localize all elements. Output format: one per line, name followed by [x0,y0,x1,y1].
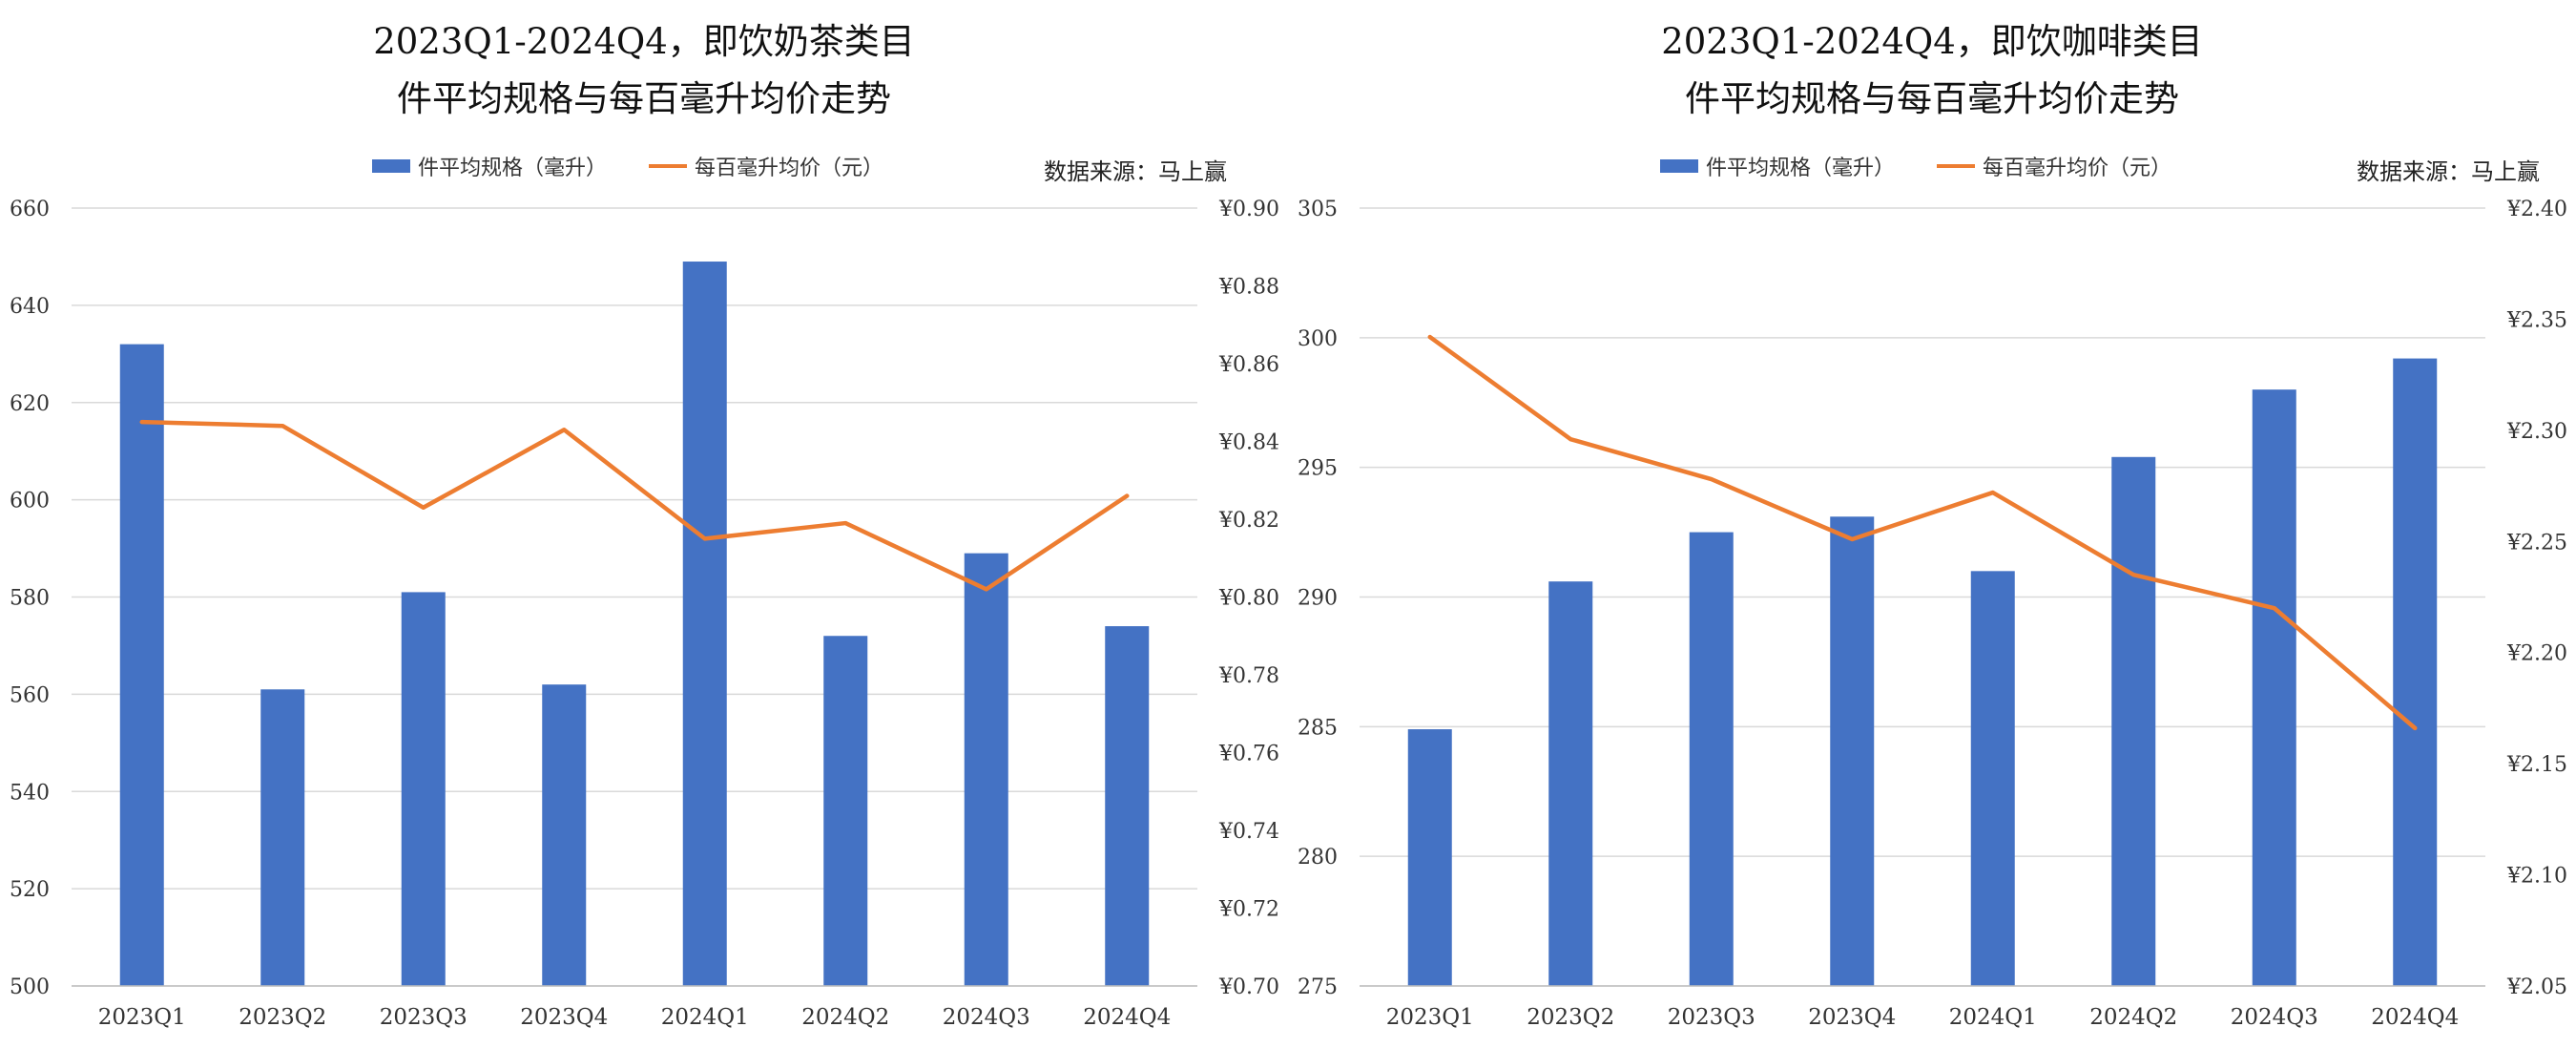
bar [2111,456,2156,986]
bar [542,684,587,986]
x-tick-label: 2023Q4 [520,1005,608,1030]
x-tick-label: 2024Q1 [661,1005,749,1030]
x-tick-label: 2023Q3 [1668,1005,1755,1030]
y2-tick-label: ¥2.20 [2506,642,2567,666]
y-tick-label: 560 [10,683,50,707]
legend-item-bar: 件平均规格（毫升） [372,151,607,181]
bar [823,636,868,986]
x-tick-label: 2024Q4 [1083,1005,1171,1030]
legend-label-bar: 件平均规格（毫升） [1706,157,1896,180]
chart-title-line1: 2023Q1-2024Q4，即饮咖啡类目 [1661,21,2203,62]
x-tick-label: 2024Q2 [801,1005,889,1030]
legend-item-line: 每百毫升均价（元） [1937,151,2171,181]
y-tick-label: 520 [10,878,50,902]
bar [1548,581,1593,986]
legend-label-bar: 件平均规格（毫升） [418,157,608,180]
x-tick-label: 2024Q2 [2089,1005,2177,1030]
series-line [139,419,1130,592]
x-tick-label: 2023Q2 [1527,1005,1614,1030]
y-tick-label: 580 [10,587,50,611]
x-tick-label: 2024Q3 [943,1005,1030,1030]
y-tick-label: 295 [1298,457,1338,481]
bar [1407,729,1452,986]
bar [1689,532,1734,986]
legend-label-line: 每百毫升均价（元） [1983,157,2172,180]
legend: 件平均规格（毫升） 每百毫升均价（元） [1660,151,2213,181]
y2-tick-label: ¥2.15 [2506,753,2567,777]
x-tick-label: 2023Q1 [1386,1005,1474,1030]
y-tick-label: 305 [1298,198,1338,221]
y2-tick-label: ¥2.05 [2506,975,2567,999]
y-tick-label: 540 [10,781,50,805]
bar [964,553,1008,986]
data-source: 数据来源：马上赢 [1044,158,1227,185]
y2-tick-label: ¥2.35 [2506,308,2567,332]
bar [401,592,446,986]
y-tick-label: 280 [1298,846,1338,870]
y2-tick-label: ¥0.88 [1218,276,1279,300]
legend-swatch-line [1937,164,1976,168]
chart-title-line2: 件平均规格与每百毫升均价走势 [1685,78,2179,119]
y-tick-label: 660 [10,198,50,221]
chart-plot-coffee: 275 280 285 290 295 300 305 ¥2.05 ¥2.10 ¥2.15 ¥2.2… [1298,198,2567,1030]
chart-plot-milk-tea: 500 520 540 560 580 600 620 640 660 ¥0.70 ¥0.72 ¥0.… [10,198,1279,1030]
y2-tick-label: ¥0.90 [1218,198,1279,221]
legend-label-line: 每百毫升均价（元） [695,157,884,180]
y-tick-label: 300 [1298,327,1338,351]
chart-title-line2: 件平均规格与每百毫升均价走势 [397,78,891,119]
bar [682,262,727,986]
y2-tick-label: ¥0.74 [1218,820,1279,844]
legend-item-line: 每百毫升均价（元） [649,151,883,181]
legend-swatch-bar [1660,159,1698,173]
legend: 件平均规格（毫升） 每百毫升均价（元） [372,151,925,181]
y-tick-label: 275 [1298,975,1338,999]
y2-tick-label: ¥2.40 [2506,198,2567,221]
y2-tick-label: ¥0.72 [1218,898,1279,922]
y-tick-label: 290 [1298,587,1338,611]
y-tick-label: 620 [10,392,50,416]
series-line [1427,334,2418,731]
y2-tick-label: ¥0.86 [1218,353,1279,377]
y2-tick-label: ¥2.25 [2506,531,2567,555]
bar [2393,358,2438,987]
data-source: 数据来源：马上赢 [2357,158,2540,185]
y-tick-label: 640 [10,295,50,319]
y-tick-label: 500 [10,975,50,999]
legend-item-bar: 件平均规格（毫升） [1660,151,1895,181]
legend-swatch-line [649,164,688,168]
x-tick-label: 2023Q4 [1808,1005,1896,1030]
x-tick-label: 2024Q4 [2371,1005,2459,1030]
chart-panel-coffee: 2023Q1-2024Q4，即饮咖啡类目 件平均规格与每百毫升均价走势 件平均规… [1288,0,2576,1048]
y-tick-label: 285 [1298,716,1338,740]
y2-tick-label: ¥0.76 [1218,743,1279,766]
x-tick-label: 2023Q2 [239,1005,326,1030]
bar [119,344,164,986]
bar [260,689,305,986]
bar [1830,516,1875,986]
y2-tick-label: ¥0.84 [1218,431,1279,455]
x-tick-label: 2023Q1 [98,1005,186,1030]
y2-tick-label: ¥2.30 [2506,420,2567,444]
chart-panel-milk-tea: 2023Q1-2024Q4，即饮奶茶类目 件平均规格与每百毫升均价走势 件平均规… [10,21,1279,1030]
x-tick-label: 2024Q1 [1949,1005,2037,1030]
y2-tick-label: ¥0.80 [1218,587,1279,611]
legend-swatch-bar [372,159,410,173]
bar [1970,571,2015,986]
y2-tick-label: ¥2.10 [2506,865,2567,889]
x-tick-label: 2023Q3 [380,1005,467,1030]
y-tick-label: 600 [10,490,50,514]
y2-tick-label: ¥0.78 [1218,664,1279,688]
y2-tick-label: ¥0.82 [1218,509,1279,533]
bar [2252,389,2296,987]
y2-tick-label: ¥0.70 [1218,975,1279,999]
bar [1105,626,1150,986]
x-tick-label: 2024Q3 [2231,1005,2318,1030]
chart-title-line1: 2023Q1-2024Q4，即饮奶茶类目 [373,21,915,62]
